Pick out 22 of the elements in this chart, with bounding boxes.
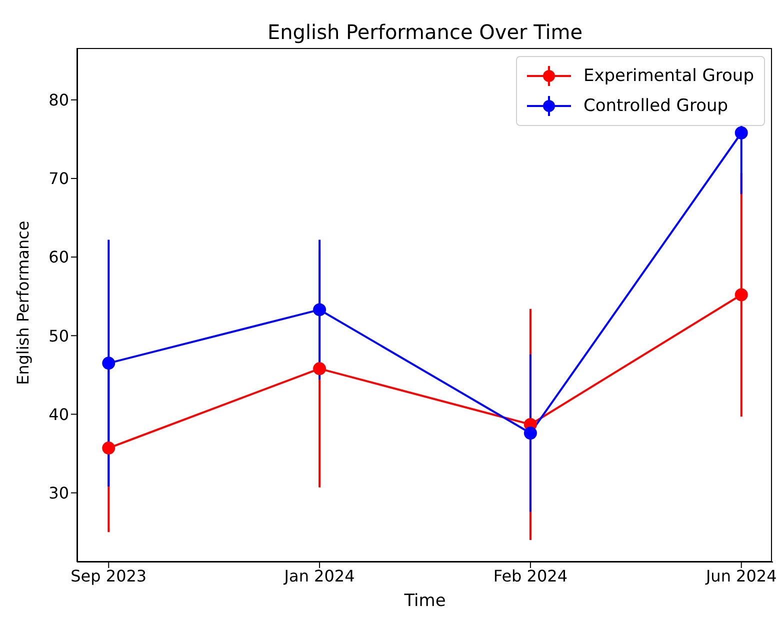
point (313, 362, 326, 376)
point (734, 126, 748, 140)
point (524, 426, 537, 440)
x-tick-label: Jun 2024 (704, 566, 777, 586)
x-tick-label: Sep 2023 (70, 566, 147, 586)
legend-label: Experimental Group (583, 66, 754, 86)
y-tick-label: 50 (48, 326, 69, 346)
chart-title: English Performance Over Time (266, 20, 584, 44)
y-tick-label: 40 (48, 404, 69, 424)
point (313, 303, 326, 316)
x-tick-label: Feb 2024 (493, 566, 568, 586)
x-tick-label: Jan 2024 (283, 566, 355, 586)
point (102, 356, 116, 370)
y-axis-title: English Performance (14, 220, 33, 385)
legend-label: Controlled Group (583, 96, 728, 116)
y-tick-label: 30 (48, 484, 69, 503)
point (102, 442, 116, 455)
y-tick-label: 80 (48, 90, 69, 110)
y-tick-label: 60 (48, 248, 69, 267)
point (734, 288, 748, 302)
x-axis-title: Time (403, 591, 446, 611)
y-tick-label: 70 (48, 169, 69, 188)
